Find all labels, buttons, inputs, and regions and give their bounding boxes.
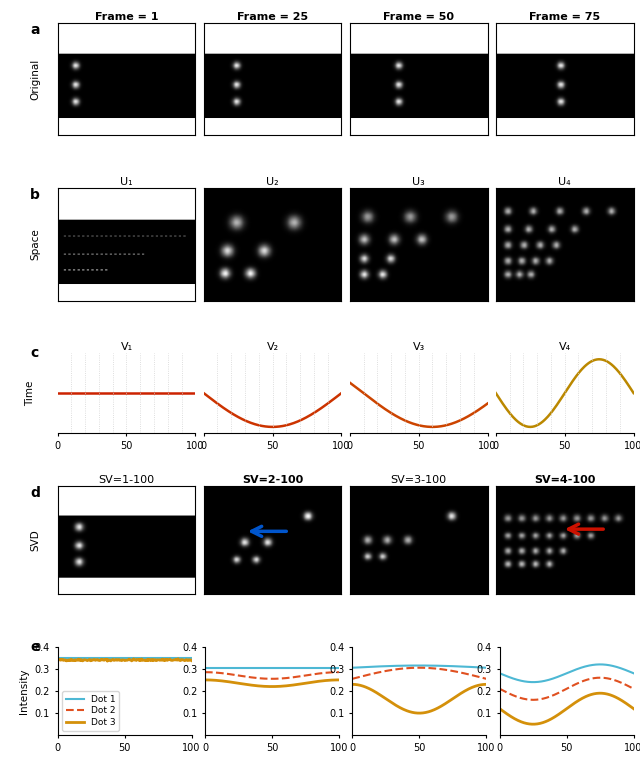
- Text: Time: Time: [25, 381, 35, 406]
- Text: b: b: [30, 188, 40, 202]
- Text: d: d: [30, 486, 40, 500]
- Title: V₃: V₃: [413, 342, 425, 352]
- Title: V₁: V₁: [120, 342, 132, 352]
- Text: a: a: [30, 23, 40, 36]
- Title: U₂: U₂: [266, 177, 279, 187]
- Title: Frame = 1: Frame = 1: [95, 12, 158, 22]
- Title: V₄: V₄: [559, 342, 571, 352]
- Text: Space: Space: [31, 228, 40, 260]
- Legend: Dot 1, Dot 2, Dot 3: Dot 1, Dot 2, Dot 3: [62, 691, 119, 731]
- Title: SV=3-100: SV=3-100: [390, 475, 447, 485]
- Text: c: c: [30, 346, 38, 360]
- Title: SV=1-100: SV=1-100: [99, 475, 155, 485]
- Text: SVD: SVD: [31, 529, 40, 551]
- Title: Frame = 75: Frame = 75: [529, 12, 600, 22]
- Title: SV=2-100: SV=2-100: [242, 475, 303, 485]
- Text: e: e: [31, 640, 40, 653]
- Y-axis label: Intensity: Intensity: [19, 669, 29, 714]
- Title: Frame = 25: Frame = 25: [237, 12, 308, 22]
- Title: Frame = 50: Frame = 50: [383, 12, 454, 22]
- Title: U₃: U₃: [412, 177, 425, 187]
- Title: U₁: U₁: [120, 177, 133, 187]
- Text: Original: Original: [31, 58, 40, 100]
- Title: V₂: V₂: [266, 342, 278, 352]
- Title: U₄: U₄: [558, 177, 571, 187]
- Title: SV=4-100: SV=4-100: [534, 475, 595, 485]
